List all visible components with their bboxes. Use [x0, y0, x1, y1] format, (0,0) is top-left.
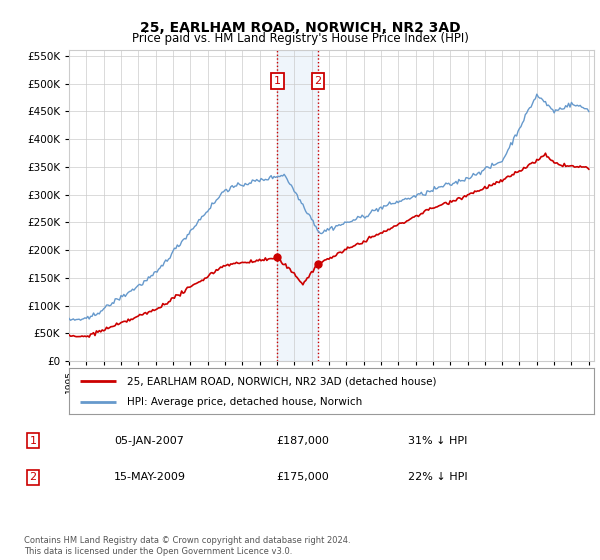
Text: 15-MAY-2009: 15-MAY-2009	[114, 472, 186, 482]
Text: £175,000: £175,000	[276, 472, 329, 482]
Text: 22% ↓ HPI: 22% ↓ HPI	[408, 472, 467, 482]
Text: 31% ↓ HPI: 31% ↓ HPI	[408, 436, 467, 446]
Text: 05-JAN-2007: 05-JAN-2007	[114, 436, 184, 446]
Text: 1: 1	[274, 76, 281, 86]
Text: 25, EARLHAM ROAD, NORWICH, NR2 3AD (detached house): 25, EARLHAM ROAD, NORWICH, NR2 3AD (deta…	[127, 376, 436, 386]
Text: Contains HM Land Registry data © Crown copyright and database right 2024.
This d: Contains HM Land Registry data © Crown c…	[24, 536, 350, 556]
Text: 25, EARLHAM ROAD, NORWICH, NR2 3AD: 25, EARLHAM ROAD, NORWICH, NR2 3AD	[140, 21, 460, 35]
Text: 2: 2	[29, 472, 37, 482]
Text: HPI: Average price, detached house, Norwich: HPI: Average price, detached house, Norw…	[127, 396, 362, 407]
Text: 1: 1	[29, 436, 37, 446]
Text: £187,000: £187,000	[276, 436, 329, 446]
Text: Price paid vs. HM Land Registry's House Price Index (HPI): Price paid vs. HM Land Registry's House …	[131, 32, 469, 45]
Bar	[277, 50, 318, 361]
Text: 2: 2	[314, 76, 322, 86]
